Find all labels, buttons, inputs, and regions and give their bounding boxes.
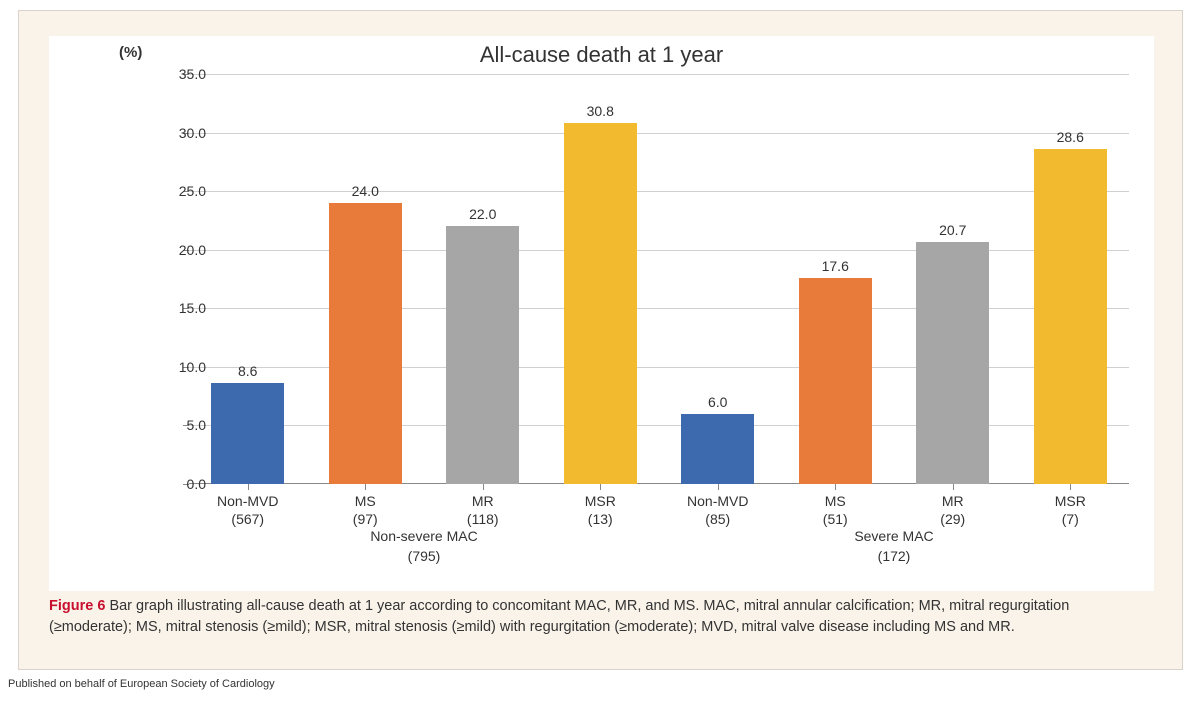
gridline (189, 133, 1129, 134)
y-tick-label: 35.0 (156, 66, 206, 82)
figure-container: All-cause death at 1 year (%) 8.6 24.0 22.… (0, 0, 1200, 711)
x-tick-mark (835, 484, 836, 490)
bar: 30.8 (564, 123, 637, 484)
y-tick-label: 15.0 (156, 300, 206, 316)
x-tick-mark (1070, 484, 1071, 490)
x-group-label: Non-severe MAC (189, 528, 659, 544)
bar-value-label: 6.0 (681, 394, 754, 410)
x-category-label: MR(118) (424, 492, 542, 528)
x-group-n: (172) (659, 548, 1129, 564)
x-group-n: (795) (189, 548, 659, 564)
y-tick-label: 10.0 (156, 359, 206, 375)
bar-value-label: 17.6 (799, 258, 872, 274)
bar: 24.0 (329, 203, 402, 484)
caption-text: Bar graph illustrating all-cause death a… (49, 598, 1069, 635)
bar: 22.0 (446, 226, 519, 484)
x-category-label: Non-MVD(85) (659, 492, 777, 528)
bar: 20.7 (916, 242, 989, 484)
x-category-label: MSR(13) (542, 492, 660, 528)
bar-value-label: 28.6 (1034, 129, 1107, 145)
x-category-label: MSR(7) (1012, 492, 1130, 528)
bar: 8.6 (211, 383, 284, 484)
x-category-label: MS(97) (307, 492, 425, 528)
footer-text: Published on behalf of European Society … (8, 678, 275, 690)
gridline (189, 74, 1129, 75)
bar: 17.6 (799, 278, 872, 484)
plot-area: 8.6 24.0 22.0 30.8 6.0 17.6 20.7 28.6 (189, 74, 1129, 484)
figure-box: All-cause death at 1 year (%) 8.6 24.0 22.… (18, 10, 1183, 670)
figure-caption: Figure 6 Bar graph illustrating all-caus… (49, 596, 1154, 638)
chart-panel: All-cause death at 1 year (%) 8.6 24.0 22.… (49, 36, 1154, 591)
x-tick-mark (365, 484, 366, 490)
x-group-label: Severe MAC (659, 528, 1129, 544)
x-tick-mark (600, 484, 601, 490)
x-tick-mark (483, 484, 484, 490)
x-tick-mark (953, 484, 954, 490)
bar-value-label: 30.8 (564, 103, 637, 119)
y-tick-label: 20.0 (156, 242, 206, 258)
y-tick-label: 30.0 (156, 125, 206, 141)
x-category-label: MR(29) (894, 492, 1012, 528)
bar-value-label: 8.6 (211, 363, 284, 379)
bar-value-label: 20.7 (916, 222, 989, 238)
x-tick-mark (248, 484, 249, 490)
x-category-label: Non-MVD(567) (189, 492, 307, 528)
figure-label: Figure 6 (49, 598, 105, 614)
y-tick-label: 25.0 (156, 183, 206, 199)
x-category-label: MS(51) (777, 492, 895, 528)
bar-value-label: 24.0 (329, 183, 402, 199)
x-tick-mark (718, 484, 719, 490)
bar: 6.0 (681, 414, 754, 484)
bar-value-label: 22.0 (446, 206, 519, 222)
y-tick-label: 5.0 (156, 417, 206, 433)
bar: 28.6 (1034, 149, 1107, 484)
chart-title: All-cause death at 1 year (49, 42, 1154, 68)
y-axis-label: (%) (119, 44, 142, 61)
y-tick-label: 0.0 (156, 476, 206, 492)
